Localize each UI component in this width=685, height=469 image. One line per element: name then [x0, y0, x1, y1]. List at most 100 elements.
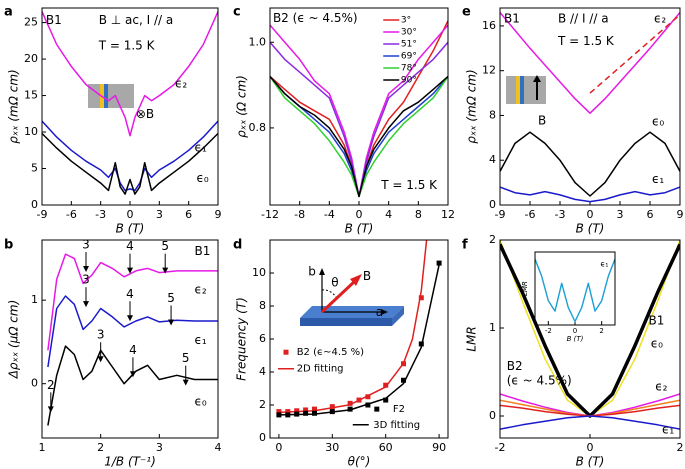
series-label: ϵ₁ [195, 333, 207, 347]
arrow-head [83, 266, 89, 273]
annotation: 3 [97, 328, 105, 342]
y-tick-label: 4 [259, 365, 266, 378]
plot-frame [41, 239, 219, 439]
x-tick-label: -4 [324, 208, 335, 221]
x-tick-label: 2 [677, 441, 684, 454]
annotation: θ [331, 275, 338, 289]
x-tick-label: -8 [294, 208, 305, 221]
annotation: B1 [195, 244, 211, 258]
legend-label: 90° [401, 75, 417, 85]
plot-frame [499, 7, 681, 206]
field-arrow [320, 279, 357, 314]
data-point [347, 400, 353, 406]
annotation: 5 [161, 239, 169, 253]
series-line [278, 264, 440, 416]
x-axis-label: B (T) [576, 222, 605, 236]
annotation: B2 [507, 359, 523, 373]
y-axis-label: LMR [465, 326, 479, 351]
panel-label: e [462, 5, 471, 20]
annotation: B2 (ϵ ~ 4.5%) [273, 11, 358, 25]
arrow-head [127, 315, 133, 322]
series-line [589, 14, 680, 94]
annotation: B // I // a [558, 12, 609, 26]
y-tick-label: 1 [489, 321, 496, 334]
data-point [365, 402, 371, 408]
series-line [270, 41, 448, 198]
plot-frame [269, 239, 449, 439]
annotation: 4 [126, 239, 134, 253]
y-tick-label: 15 [24, 89, 38, 102]
annotation: 5 [167, 291, 175, 305]
x-tick-label: 6 [647, 208, 654, 221]
y-tick-label: 6 [259, 332, 266, 345]
series-label: ϵ₁ [600, 259, 608, 268]
x-tick-label: 0 [587, 441, 594, 454]
arrow-head [381, 309, 388, 315]
series-line [42, 120, 218, 192]
x-tick-label: 30 [325, 441, 339, 454]
y-tick-label: 20 [24, 52, 38, 65]
panel-label: f [462, 238, 468, 253]
series-label: ϵ₂ [195, 283, 207, 297]
y-tick-label: 1 [31, 293, 38, 306]
panel-label: d [233, 238, 242, 253]
x-tick-label: 0 [573, 327, 577, 335]
x-tick-label: 0 [356, 208, 363, 221]
annotation: T = 1.5 K [98, 38, 156, 52]
annotation: 4 [129, 343, 137, 357]
legend-label: 2D fitting [297, 364, 344, 375]
data-point [401, 377, 406, 383]
x-tick-label: 1 [39, 441, 46, 454]
legend-label: F2 [393, 404, 405, 415]
slab-side [300, 318, 392, 326]
data-point [365, 394, 371, 400]
plot-frame [41, 7, 219, 206]
x-axis-label: 1/B (T⁻¹) [104, 455, 156, 469]
series-line [270, 24, 448, 198]
series-line [500, 131, 680, 197]
y-tick-label: 8 [489, 108, 496, 121]
x-tick-label: -2 [495, 441, 506, 454]
slab-side [392, 306, 404, 326]
y-tick-label: 5 [31, 162, 38, 175]
annotation: 5 [182, 351, 190, 365]
annotation: 4 [126, 287, 134, 301]
annotation: B1 [504, 12, 520, 26]
series-label: ϵ₂ [654, 12, 666, 26]
arrow-head [162, 267, 169, 274]
x-axis-label: B (T) [576, 455, 605, 469]
series-line [42, 11, 218, 137]
annotation: (ϵ ~ 4.5%) [507, 373, 572, 387]
data-point [312, 406, 317, 412]
series-label: ϵ₀ [651, 336, 663, 350]
arrow-head [533, 75, 541, 82]
x-tick-label: -3 [95, 208, 106, 221]
x-tick-label: 6 [185, 208, 192, 221]
annotation: 3 [82, 238, 90, 252]
legend-label: B2 (ϵ~4.5 %) [297, 347, 364, 358]
x-tick-label: 0 [127, 208, 134, 221]
y-tick-label: 0 [31, 377, 38, 390]
data-point [418, 295, 424, 301]
series-line [47, 345, 218, 426]
y-axis-label: Δρₓₓ (μΩ cm) [7, 300, 21, 380]
legend-label: 78° [401, 63, 417, 73]
x-tick-label: -12 [261, 208, 279, 221]
arrow-head [83, 301, 89, 308]
x-tick-label: 3 [156, 441, 163, 454]
y-tick-label: 0 [489, 409, 496, 422]
y-tick-label: 10 [24, 125, 38, 138]
arrow-head [97, 356, 104, 363]
y-axis-label: Frequency (T) [235, 297, 249, 381]
series-label: ϵ₀ [195, 395, 207, 409]
annotation: 2 [47, 378, 55, 392]
x-tick-label: 3 [617, 208, 624, 221]
series-label: ϵ₁ [662, 423, 674, 437]
x-axis-label: B (T) [567, 335, 584, 343]
annotation: T = 1.5 K [557, 34, 615, 48]
arrow-head [350, 274, 362, 286]
data-point [303, 407, 309, 413]
panel-label: a [4, 5, 13, 20]
x-tick-label: 9 [215, 208, 222, 221]
series-label: ϵ₂ [175, 76, 187, 90]
